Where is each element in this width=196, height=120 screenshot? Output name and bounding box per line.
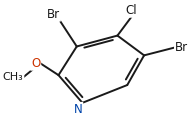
- Text: Br: Br: [175, 41, 188, 54]
- Text: N: N: [74, 103, 82, 116]
- Text: O: O: [31, 57, 40, 70]
- Text: Br: Br: [47, 8, 60, 21]
- Text: CH₃: CH₃: [3, 72, 24, 82]
- Text: Cl: Cl: [126, 4, 137, 17]
